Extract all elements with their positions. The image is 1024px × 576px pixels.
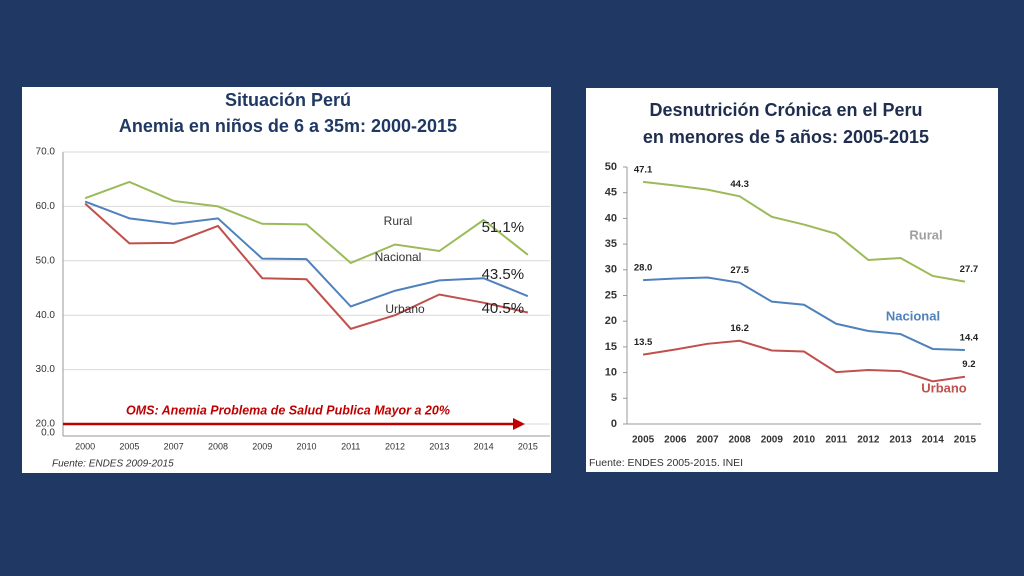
x-tick-label: 2009 — [761, 435, 784, 446]
chart-title: Anemia en niños de 6 a 35m: 2000-2015 — [119, 116, 457, 136]
data-label: 51.1% — [482, 219, 525, 236]
y-tick-label: 40.0 — [36, 310, 56, 321]
data-label: 14.4 — [960, 332, 979, 343]
x-tick-label: 2007 — [164, 441, 184, 451]
data-label: 40.5% — [482, 300, 525, 317]
x-tick-label: 2008 — [729, 435, 752, 446]
series-label: Urbano — [921, 380, 967, 395]
series-line — [84, 180, 529, 265]
series-line — [642, 180, 966, 283]
chart-title: en menores de 5 años: 2005-2015 — [643, 127, 929, 147]
x-tick-label: 2015 — [518, 441, 538, 451]
x-tick-label: 2011 — [825, 435, 847, 446]
y-tick-label: 10 — [605, 367, 617, 379]
data-label: 43.5% — [482, 266, 525, 283]
data-label: 28.0 — [634, 263, 653, 274]
y-tick-label: 35 — [605, 238, 617, 250]
x-tick-label: 2010 — [296, 441, 316, 451]
series-label: Nacional — [375, 250, 422, 264]
x-tick-label: 2013 — [889, 435, 912, 446]
y-tick-label: 60.0 — [36, 201, 56, 212]
data-label: 27.5 — [730, 265, 749, 276]
series-line — [642, 339, 966, 383]
x-tick-label: 2013 — [429, 441, 449, 451]
series-line — [84, 202, 529, 330]
data-label: 9.2 — [962, 359, 975, 370]
x-tick-label: 2005 — [632, 435, 655, 446]
series-label: Urbano — [385, 302, 425, 316]
chart-title: Situación Perú — [225, 90, 351, 110]
y-tick-label: 0.0 — [41, 428, 55, 439]
x-tick-label: 2015 — [954, 435, 977, 446]
y-tick-label: 20 — [605, 315, 617, 327]
x-tick-label: 2006 — [664, 435, 687, 446]
series-label: Rural — [909, 227, 942, 242]
series-line — [84, 200, 529, 308]
x-tick-label: 2008 — [208, 441, 228, 451]
data-label: 13.5 — [634, 337, 653, 348]
y-tick-label: 30 — [605, 264, 617, 276]
y-tick-label: 50.0 — [36, 255, 56, 266]
x-tick-label: 2007 — [696, 435, 719, 446]
y-tick-label: 40 — [605, 212, 617, 224]
source: Fuente: ENDES 2005-2015. INEI — [589, 457, 743, 469]
data-label: 27.7 — [960, 264, 979, 275]
y-tick-label: 45 — [605, 187, 617, 199]
series-label: Rural — [384, 214, 413, 228]
y-tick-label: 5 — [611, 392, 617, 404]
x-tick-label: 2011 — [341, 441, 360, 451]
data-label: 47.1 — [634, 164, 653, 175]
data-label: 16.2 — [730, 323, 749, 334]
x-tick-label: 2014 — [474, 441, 494, 451]
y-tick-label: 15 — [605, 341, 617, 353]
series-label: Nacional — [886, 308, 940, 323]
x-tick-label: 2014 — [922, 435, 945, 446]
x-tick-label: 2000 — [75, 441, 95, 451]
y-tick-label: 25 — [605, 289, 617, 301]
chart-title: Desnutrición Crónica en el Peru — [649, 100, 922, 120]
data-label: 44.3 — [730, 179, 749, 190]
source: Fuente: ENDES 2009-2015 — [52, 459, 174, 470]
y-tick-label: 0 — [611, 418, 617, 430]
x-tick-label: 2009 — [252, 441, 272, 451]
y-tick-label: 30.0 — [36, 364, 56, 375]
x-tick-label: 2012 — [385, 441, 405, 451]
y-tick-label: 50 — [605, 161, 617, 173]
x-tick-label: 2010 — [793, 435, 816, 446]
x-tick-label: 2005 — [119, 441, 139, 451]
arrow-head — [513, 418, 525, 430]
annotation: OMS: Anemia Problema de Salud Publica Ma… — [126, 403, 450, 417]
x-tick-label: 2012 — [857, 435, 880, 446]
series-line — [643, 276, 965, 351]
y-tick-label: 70.0 — [36, 147, 56, 158]
y-tick-label: 20.0 — [36, 419, 56, 430]
